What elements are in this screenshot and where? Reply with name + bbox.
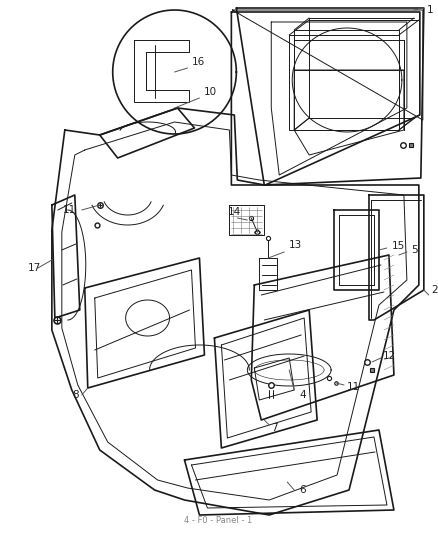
Text: 8: 8: [72, 390, 78, 400]
Text: 6: 6: [299, 485, 305, 495]
Text: 12: 12: [382, 351, 396, 361]
Text: 14: 14: [227, 207, 240, 217]
Text: 11: 11: [346, 382, 360, 392]
Text: 4: 4: [299, 390, 305, 400]
Text: 2: 2: [430, 285, 436, 295]
Text: 13: 13: [289, 240, 302, 250]
Text: 11: 11: [63, 205, 76, 215]
Text: 15: 15: [391, 241, 404, 251]
Text: 16: 16: [191, 57, 204, 67]
Text: 17: 17: [28, 263, 41, 273]
Text: 10: 10: [203, 87, 216, 97]
Text: 4 - F0 - Panel - 1: 4 - F0 - Panel - 1: [184, 516, 252, 525]
Text: 5: 5: [410, 245, 417, 255]
Text: 7: 7: [271, 423, 277, 433]
Text: 1: 1: [426, 5, 432, 15]
